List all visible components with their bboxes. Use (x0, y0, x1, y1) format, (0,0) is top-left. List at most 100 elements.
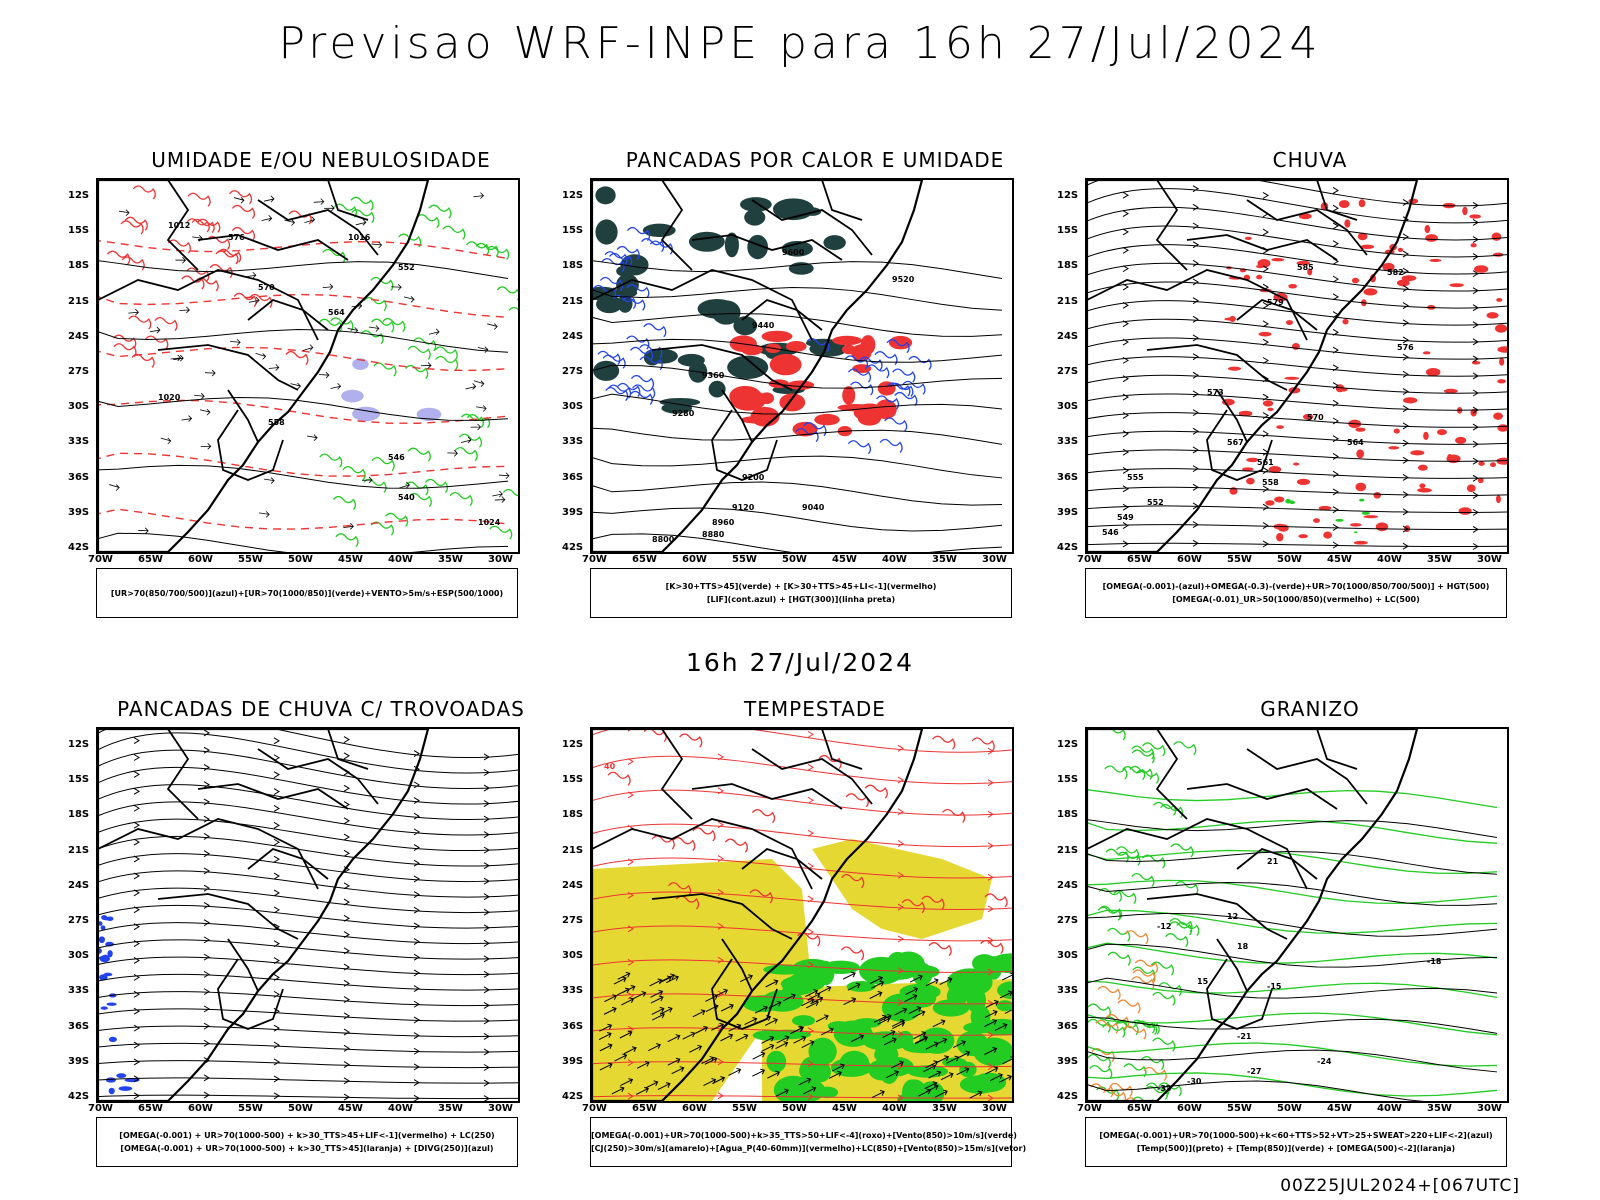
panel-title: TEMPESTADE (744, 697, 886, 721)
contour-label: -18 (1427, 957, 1442, 966)
state-border (1186, 783, 1338, 810)
contour-label: 9120 (732, 503, 755, 512)
legend-line: [OMEGA(-0.001) + UR>70(1000-500) + k>30_… (120, 1144, 494, 1153)
state-border (1146, 893, 1288, 940)
longitude-tick-label: 60W (188, 1103, 213, 1114)
longitude-tick-label: 50W (1277, 554, 1302, 565)
latitude-tick-label: 27S (562, 366, 584, 377)
coastline (98, 729, 430, 1101)
forecast-map (96, 727, 520, 1103)
contour-label: 9440 (752, 321, 775, 330)
state-border (98, 269, 319, 341)
longitude-tick-label: 35W (932, 554, 957, 565)
contour-label: 573 (1207, 388, 1224, 397)
longitude-tick-label: 50W (782, 554, 807, 565)
contour-label: 546 (1102, 528, 1119, 537)
longitude-tick-label: 40W (388, 554, 413, 565)
legend-line: [OMEGA(-0.001) + UR>70(1000-500) + k>30_… (119, 1131, 495, 1140)
latitude-tick-label: 18S (68, 260, 90, 272)
state-border (157, 893, 299, 940)
contour-label: -15 (1267, 982, 1282, 991)
contour-label: 546 (388, 453, 405, 462)
forecast-map: 9600 9520 9440 9360 9280 9200 9120 9040 8960 8880… (590, 178, 1014, 554)
state-border (721, 938, 753, 992)
longitude-tick-label: 55W (732, 1103, 757, 1114)
contour-label: 564 (328, 308, 345, 317)
map-canvas (98, 729, 518, 1101)
legend-line: [LIF](cont.azul) + [HGT(300)](linha pret… (706, 595, 896, 604)
latitude-tick-label: 15S (1057, 225, 1079, 237)
latitude-tick-label: 27S (68, 366, 90, 377)
latitude-tick-label: 30S (562, 950, 584, 962)
forecast-panel-pancadas-calor: PANCADAS POR CALOR E UMIDADE 9600 9520 9440… (562, 148, 1050, 648)
longitude-tick-label: 70W (582, 1103, 607, 1114)
longitude-tick-label: 60W (188, 554, 213, 565)
state-border (741, 298, 823, 331)
state-border (1316, 729, 1358, 770)
longitude-tick-label: 35W (932, 1103, 957, 1114)
panel-title: UMIDADE E/OU NEBULOSIDADE (151, 148, 491, 172)
legend-line: [OMEGA(-0.01)_UR>50(1000/850)(vermelho) … (1172, 595, 1420, 604)
latitude-tick-label: 36S (562, 471, 584, 483)
longitude-tick-label: 70W (582, 554, 607, 565)
latitude-tick-label: 21S (1057, 295, 1079, 307)
latitude-tick-label: 27S (68, 915, 90, 926)
latitude-tick-label: 39S (68, 506, 90, 518)
longitude-tick-label: 30W (1477, 1103, 1502, 1114)
longitude-tick-label: 70W (1077, 1103, 1102, 1114)
forecast-map: 585 582 579 576 573 570 567 564 561 558 555 552 549 5… (1085, 178, 1509, 554)
longitude-tick-label: 30W (1477, 554, 1502, 565)
longitude-tick-label: 45W (832, 1103, 857, 1114)
state-border (1246, 199, 1368, 256)
state-border (1206, 958, 1273, 1030)
map-canvas: 9600 9520 9440 9360 9280 9200 9120 9040 8960 8880… (592, 180, 1003, 552)
forecast-panel-chuva: CHUVA 585 582 579 576 573 570 567 564 561 558 555 55… (1057, 148, 1545, 648)
state-border (327, 180, 369, 221)
latitude-tick-label: 33S (68, 985, 90, 997)
forecast-panel-granizo: GRANIZO -12 -15 -18 -21 -24 -27 -30 -33 12 15 18 21 1… (1057, 697, 1545, 1197)
coastline (1087, 729, 1419, 1101)
latitude-tick-label: 27S (562, 915, 584, 926)
contour-label: 15 (1197, 977, 1209, 986)
forecast-panel-trovoadas: PANCADAS DE CHUVA C/ TROVOADAS 12S 15S 18S 2… (68, 697, 556, 1197)
longitude-tick-label: 55W (732, 554, 757, 565)
contour-label: 564 (1347, 438, 1364, 447)
latitude-tick-label: 21S (68, 295, 90, 307)
longitude-tick-label: 40W (1377, 1103, 1402, 1114)
state-border (166, 729, 199, 820)
latitude-tick-label: 21S (562, 844, 584, 856)
state-border (227, 938, 259, 992)
longitude-tick-label: 50W (288, 554, 313, 565)
longitude-tick-label: 35W (438, 554, 463, 565)
state-border (1216, 938, 1248, 992)
contour-label: 567 (1227, 438, 1244, 447)
forecast-map: 40 (590, 727, 1014, 1103)
contour-label: 555 (1127, 473, 1144, 482)
panel-legend: [UR>70(850/700/500)](azul)+[UR>70(1000/8… (96, 568, 518, 618)
panel-title: PANCADAS POR CALOR E UMIDADE (625, 148, 1005, 172)
contour-label: 552 (398, 263, 415, 272)
contour-label: 40 (604, 762, 616, 771)
latitude-tick-label: 30S (1057, 950, 1079, 962)
longitude-tick-label: 30W (982, 554, 1007, 565)
latitude-tick-label: 24S (68, 330, 90, 342)
contour-label: -21 (1237, 1032, 1252, 1041)
longitude-tick-label: 60W (1177, 1103, 1202, 1114)
legend-line: [OMEGA(-0.001)-(azul)+OMEGA(-0.3)-(verde… (1102, 582, 1490, 591)
latitude-tick-label: 21S (562, 295, 584, 307)
panel-title: PANCADAS DE CHUVA C/ TROVOADAS (117, 697, 525, 721)
latitude-tick-label: 12S (562, 190, 584, 201)
coastline (1087, 180, 1419, 552)
latitude-tick-label: 15S (68, 225, 90, 237)
state-border (227, 389, 259, 443)
latitude-tick-label: 36S (562, 1020, 584, 1032)
map-canvas: -12 -15 -18 -21 -24 -27 -30 -33 12 15 18 21 (1087, 729, 1498, 1101)
state-border (1087, 818, 1308, 890)
contour-label: 9600 (782, 248, 805, 257)
latitude-tick-label: 18S (1057, 260, 1079, 272)
longitude-tick-label: 70W (88, 554, 113, 565)
latitude-tick-label: 36S (68, 1020, 90, 1032)
latitude-tick-label: 39S (1057, 1055, 1079, 1067)
contour-label: 576 (1397, 343, 1414, 352)
